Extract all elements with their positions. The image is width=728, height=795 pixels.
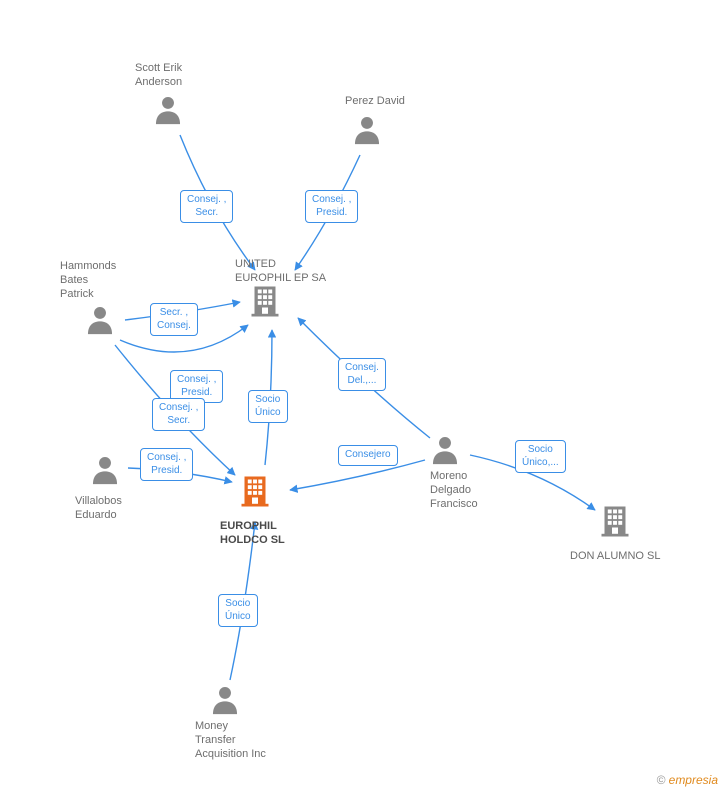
node-label-money: MoneyTransferAcquisition Inc — [195, 720, 266, 761]
node-label-villalobos: VillalobosEduardo — [75, 495, 122, 523]
node-moreno — [428, 433, 462, 467]
brand-name: empresia — [669, 773, 718, 787]
node-hammonds — [83, 303, 117, 337]
node-donalumno — [597, 502, 633, 538]
node-label-hammonds: HammondsBatesPatrick — [60, 260, 116, 301]
node-perez — [350, 113, 384, 147]
node-money — [208, 683, 242, 717]
node-label-scott: Scott ErikAnderson — [135, 62, 182, 90]
edge-label-1: Consej. ,Presid. — [305, 190, 358, 223]
node-label-perez: Perez David — [345, 95, 405, 109]
node-label-united: UNITEDEUROPHIL EP SA — [235, 258, 326, 286]
edge-label-4: Consej. ,Secr. — [152, 398, 205, 431]
node-label-moreno: MorenoDelgadoFrancisco — [430, 470, 478, 511]
edge-label-10: SocioÚnico — [218, 594, 258, 627]
edge-label-7: Consej.Del.,... — [338, 358, 386, 391]
edge-label-8: Consejero — [338, 445, 398, 466]
edge-label-9: SocioÚnico,... — [515, 440, 566, 473]
edge-label-5: Consej. ,Presid. — [140, 448, 193, 481]
node-label-europhil: EUROPHILHOLDCO SL — [220, 520, 285, 548]
credit: © empresia — [656, 773, 718, 787]
node-europhil — [237, 472, 273, 508]
copyright-symbol: © — [656, 773, 665, 787]
edge-label-6: SocioÚnico — [248, 390, 288, 423]
node-label-donalumno: DON ALUMNO SL — [570, 550, 660, 564]
edge-label-0: Consej. ,Secr. — [180, 190, 233, 223]
node-united — [247, 282, 283, 318]
node-scott — [151, 93, 185, 127]
node-villalobos — [88, 453, 122, 487]
edge-label-2: Secr. ,Consej. — [150, 303, 198, 336]
